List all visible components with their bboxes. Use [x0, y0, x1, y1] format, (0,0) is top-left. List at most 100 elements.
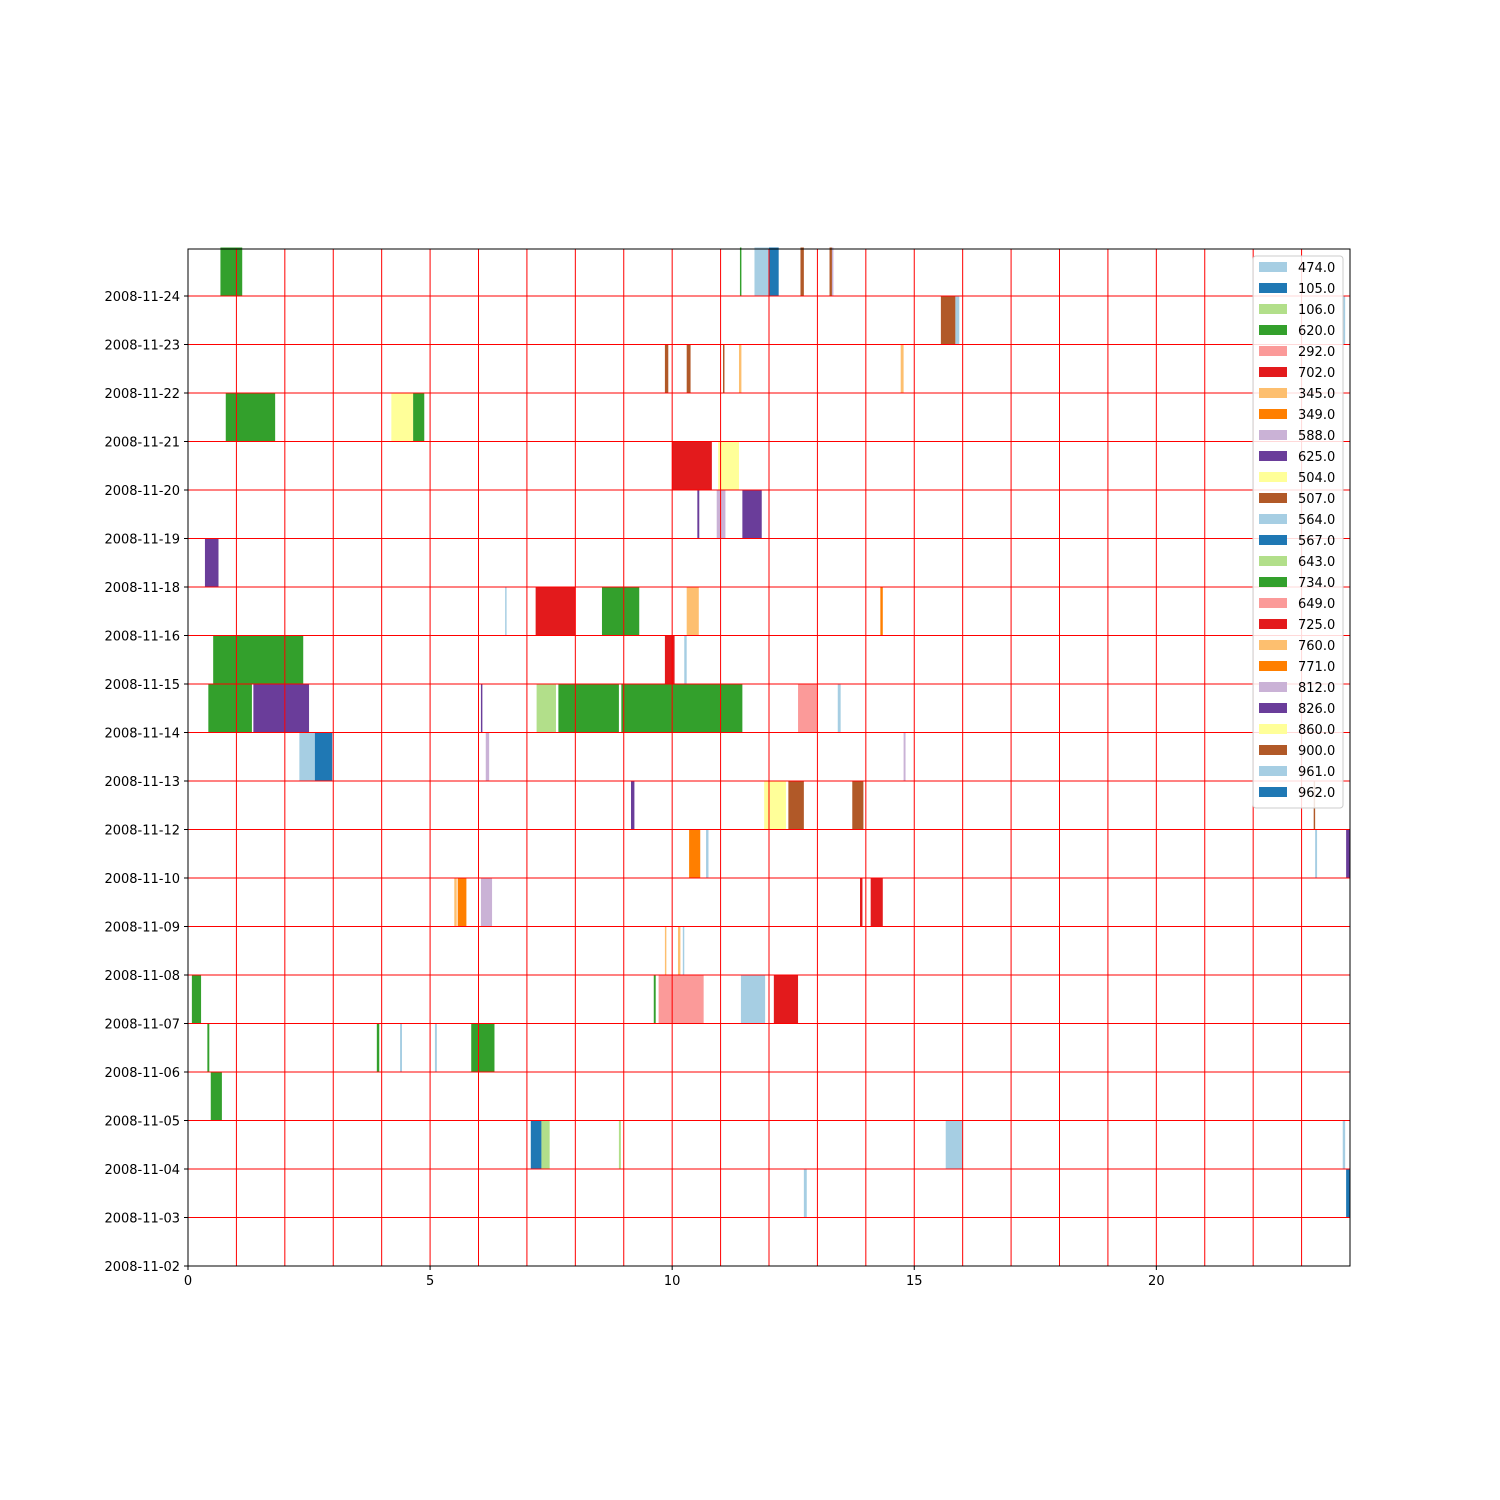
legend-swatch [1259, 724, 1287, 734]
legend-swatch [1259, 640, 1287, 650]
legend-label: 962.0 [1298, 786, 1335, 801]
time-bar [852, 781, 864, 830]
time-bar [903, 732, 906, 781]
time-bar [769, 247, 779, 296]
legend-swatch [1259, 535, 1287, 545]
time-bar [253, 684, 310, 733]
time-bar [204, 538, 219, 587]
legend-label: 345.0 [1298, 387, 1335, 402]
time-bar [1315, 829, 1318, 878]
y-tick-label: 2008-11-08 [104, 969, 180, 984]
y-tick-label: 2008-11-20 [104, 484, 180, 499]
legend-swatch [1259, 493, 1287, 503]
y-tick-label: 2008-11-23 [104, 339, 180, 354]
time-bar [689, 829, 701, 878]
legend-label: 900.0 [1298, 744, 1335, 759]
y-tick-label: 2008-11-18 [104, 581, 180, 596]
time-bar [480, 684, 483, 733]
legend-label: 826.0 [1298, 702, 1335, 717]
time-bar [664, 926, 667, 975]
legend-swatch [1259, 598, 1287, 608]
x-tick-label: 10 [664, 1274, 681, 1289]
time-bar [558, 684, 619, 733]
time-bar [376, 1023, 380, 1072]
legend-label: 625.0 [1298, 450, 1335, 465]
time-bar [754, 247, 769, 296]
time-bar [697, 490, 700, 539]
legend-label: 564.0 [1298, 513, 1335, 528]
time-bar [207, 1023, 210, 1072]
time-bar [658, 975, 704, 1024]
time-bar [706, 829, 709, 878]
x-tick-label: 5 [426, 1274, 434, 1289]
legend-swatch [1259, 766, 1287, 776]
y-tick-label: 2008-11-03 [104, 1212, 180, 1227]
time-bar [191, 975, 202, 1024]
time-bar [535, 587, 576, 636]
time-bar [208, 684, 252, 733]
time-bar [880, 587, 883, 636]
time-bar [664, 344, 669, 393]
time-bar [1342, 1120, 1346, 1169]
time-bar [480, 878, 493, 927]
time-bar [739, 247, 742, 296]
legend-label: 760.0 [1298, 639, 1335, 654]
time-bar [955, 296, 960, 345]
legend-swatch [1259, 451, 1287, 461]
legend-swatch [1259, 472, 1287, 482]
time-bar [471, 1023, 495, 1072]
time-bar [738, 344, 742, 393]
plot-frame [187, 248, 1351, 1267]
legend-label: 474.0 [1298, 261, 1335, 276]
y-tick-label: 2008-11-15 [104, 678, 180, 693]
time-bar [940, 296, 956, 345]
time-bar [672, 441, 712, 490]
time-bar [945, 1120, 963, 1169]
x-tick-label: 0 [184, 1274, 192, 1289]
legend-label: 643.0 [1298, 555, 1335, 570]
legend-swatch [1259, 409, 1287, 419]
time-bar [837, 684, 841, 733]
legend-swatch [1259, 346, 1287, 356]
legend-label: 106.0 [1298, 303, 1335, 318]
legend-swatch [1259, 388, 1287, 398]
y-tick-label: 2008-11-19 [104, 533, 180, 548]
time-bar [860, 878, 863, 927]
time-bar [434, 1023, 437, 1072]
time-bar [400, 1023, 403, 1072]
x-tick-label: 15 [906, 1274, 923, 1289]
y-tick-label: 2008-11-13 [104, 775, 180, 790]
time-bar [740, 975, 766, 1024]
legend: 474.0 105.0 106.0 620.0 292.0 702.0 345.0 349.0… [1252, 255, 1344, 809]
time-bar [225, 393, 276, 442]
time-bar [686, 587, 699, 636]
time-bar [413, 393, 425, 442]
legend-label: 105.0 [1298, 282, 1335, 297]
time-bar [677, 926, 681, 975]
legend-label: 771.0 [1298, 660, 1335, 675]
y-tick-label: 2008-11-09 [104, 921, 180, 936]
y-tick-label: 2008-11-22 [104, 387, 180, 402]
time-bar [220, 247, 243, 296]
y-tick-label: 2008-11-02 [104, 1260, 180, 1275]
time-bar [829, 247, 832, 296]
bars-layer [191, 247, 1350, 1218]
time-bar [664, 635, 675, 684]
time-bar [210, 1072, 222, 1121]
time-bar [1342, 296, 1346, 345]
time-bar [601, 587, 640, 636]
legend-label: 734.0 [1298, 576, 1335, 591]
legend-swatch [1259, 787, 1287, 797]
time-bar [1346, 1169, 1350, 1218]
legend-swatch [1259, 703, 1287, 713]
legend-label: 567.0 [1298, 534, 1335, 549]
y-tick-label: 2008-11-04 [104, 1163, 180, 1178]
time-bar [803, 1169, 807, 1218]
x-axis: 0 5 10 15 20 [184, 1266, 1165, 1289]
legend-swatch [1259, 556, 1287, 566]
y-axis: 2008-11-02 2008-11-03 2008-11-04 2008-11-05… [104, 290, 188, 1275]
time-bar [391, 393, 414, 442]
legend-label: 504.0 [1298, 471, 1335, 486]
